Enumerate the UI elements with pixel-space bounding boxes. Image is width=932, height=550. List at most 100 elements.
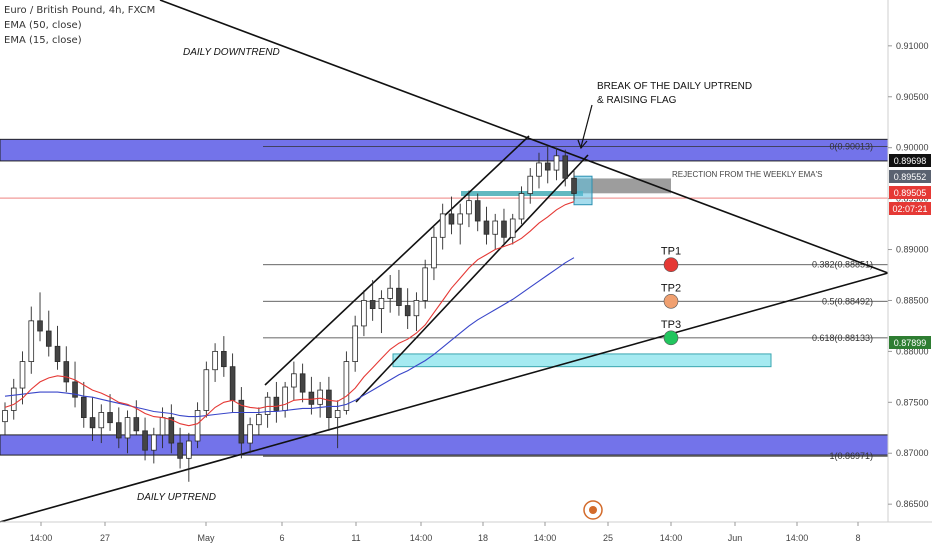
price-badge-label: 0.89698 (894, 156, 927, 166)
time-tick-label: Jun (728, 533, 743, 543)
candle-body (124, 417, 131, 439)
target-label: TP3 (661, 319, 681, 331)
fib-level-label: 0(0.90013) (829, 141, 873, 151)
break-arrow-head (577, 139, 588, 150)
price-tick-label: 0.90000 (896, 143, 929, 153)
candle-body (413, 300, 420, 317)
price-badge (889, 336, 931, 349)
time-tick-label: May (197, 533, 215, 543)
channel-lower-line (355, 154, 589, 403)
candle-body (431, 236, 437, 269)
price-axis (888, 0, 932, 550)
candle-body (422, 267, 428, 301)
time-tick-label: 14:00 (30, 533, 53, 543)
candle-body (291, 373, 297, 388)
candle-body (72, 381, 78, 398)
candle-body (203, 369, 210, 411)
price-badge (889, 202, 931, 215)
price-badge-label: 0.89505 (894, 188, 927, 198)
target-marker (663, 330, 679, 346)
time-tick-label: 6 (279, 533, 284, 543)
candle-body (238, 399, 245, 444)
rejection-label: REJECTION FROM THE WEEKLY EMA'S (672, 170, 822, 179)
target-marker (663, 257, 679, 273)
ema50-legend-label: EMA (50, close) (4, 20, 82, 31)
candle-body (483, 220, 490, 235)
candle-body (361, 300, 367, 327)
price-badge (889, 154, 931, 167)
candle-body (142, 430, 148, 451)
candle-body (159, 417, 166, 436)
candle-body (221, 350, 227, 368)
time-tick-label: 27 (100, 533, 110, 543)
candle-body (396, 287, 402, 306)
ema50-line (4, 257, 575, 418)
candle-body (448, 213, 455, 225)
candle-body (317, 389, 323, 405)
candle-body (89, 417, 96, 429)
candle-body (54, 345, 61, 362)
candle-body (10, 387, 17, 411)
time-tick-label: 25 (603, 533, 613, 543)
candle-body (107, 412, 113, 424)
candle-body (45, 330, 52, 347)
candle-body (466, 200, 472, 215)
fib-level-label: 0.618(0.88133) (812, 333, 873, 343)
candle-body (439, 213, 446, 238)
symbol-title: Euro / British Pound, 4h, FXCM (4, 5, 156, 16)
price-tick-label: 0.88000 (896, 346, 929, 356)
lower-support-zone (0, 434, 889, 456)
price-tick-label: 0.87000 (896, 448, 929, 458)
candle-body (37, 320, 43, 332)
daily-uptrend-label: DAILY UPTREND (137, 492, 216, 503)
candle-body (334, 410, 341, 418)
channel-upper-line (264, 135, 530, 386)
time-tick-label: 14:00 (786, 533, 809, 543)
candle-body (63, 361, 70, 383)
time-tick-label: 14:00 (660, 533, 683, 543)
price-badge (889, 170, 931, 183)
author-avatar-dot (589, 506, 597, 514)
candle-body (474, 200, 481, 222)
price-tick-label: 0.86500 (896, 499, 929, 509)
break-label-line2: & RAISING FLAG (597, 95, 677, 106)
target-zone (392, 353, 772, 368)
target-label: TP2 (661, 282, 681, 294)
candle-body (168, 417, 175, 444)
candle-body (186, 440, 192, 459)
time-tick-label: 11 (351, 533, 360, 543)
fib-level-label: 0.5(0.88492) (822, 296, 873, 306)
price-badge-label: 02:07:21 (892, 204, 927, 214)
candle-body (247, 424, 253, 444)
candle-body (527, 175, 534, 194)
time-tick-label: 18 (478, 533, 488, 543)
candle-body (562, 155, 569, 179)
candle-body (518, 193, 525, 220)
candle-body (212, 350, 218, 371)
candle-body (326, 389, 332, 418)
candle-body (151, 434, 157, 451)
candle-body (177, 442, 183, 459)
daily-downtrend-label: DAILY DOWNTREND (183, 47, 280, 58)
candle-body (509, 218, 516, 238)
candle-body (194, 410, 201, 442)
candle-body (378, 298, 385, 310)
ema15-line (4, 201, 575, 427)
candle-body (273, 396, 280, 411)
price-tick-label: 0.90500 (896, 92, 929, 102)
target-label: TP1 (661, 246, 681, 258)
price-badge (889, 186, 931, 199)
break-arrow (580, 104, 593, 148)
price-tick-label: 0.89000 (896, 245, 929, 255)
break-label-line1: BREAK OF THE DAILY UPTREND (597, 81, 752, 92)
chart-legend: Euro / British Pound, 4h, FXCM EMA (50, … (4, 3, 155, 48)
candle-body (536, 162, 542, 177)
candle-body (80, 396, 87, 418)
uptrend-line (0, 272, 889, 523)
candle-body (98, 412, 105, 429)
candle-body (282, 386, 288, 411)
downtrend-line (159, 0, 889, 274)
candle-body (553, 155, 560, 171)
candle-body (28, 320, 35, 362)
